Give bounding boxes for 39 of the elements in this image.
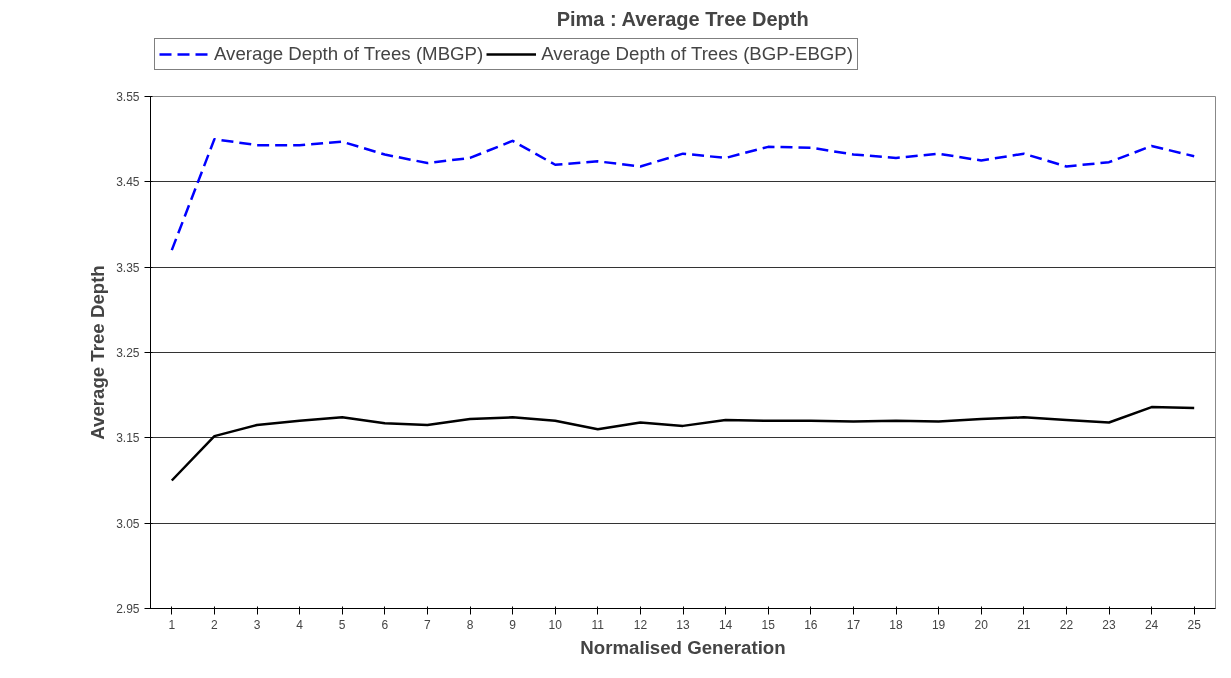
x-tick-label: 2	[211, 617, 219, 632]
x-tick-label: 4	[296, 617, 304, 632]
line-series	[170, 405, 1196, 482]
x-tick-label: 9	[509, 617, 517, 632]
x-tick-label: 20	[974, 617, 989, 632]
x-tick-label: 17	[846, 617, 861, 632]
x-tick-label: 19	[931, 617, 946, 632]
x-tick-label: 3	[253, 617, 261, 632]
x-tick-label: 14	[718, 617, 733, 632]
x-tick-label: 11	[591, 617, 605, 632]
line-series	[170, 137, 1196, 252]
y-axis-title: Average Tree Depth	[87, 265, 109, 440]
x-tick-label: 1	[168, 617, 176, 632]
y-tick-label: 3.05	[116, 516, 140, 531]
x-tick-label: 21	[1017, 617, 1031, 632]
y-tick-label: 3.25	[116, 346, 140, 360]
chart-title: Pima : Average Tree Depth	[556, 7, 809, 30]
x-tick-label: 7	[424, 617, 432, 632]
x-axis-title: Normalised Generation	[580, 636, 786, 658]
x-tick-label: 23	[1102, 617, 1116, 632]
y-tick-label: 3.55	[116, 90, 140, 104]
legend-label: Average Depth of Trees (BGP-EBGP)	[541, 43, 854, 65]
x-tick-label: 16	[804, 617, 818, 632]
x-tick-label: 5	[338, 617, 346, 632]
legend-label: Average Depth of Trees (MBGP)	[214, 43, 484, 65]
y-tick-label: 3.45	[116, 175, 140, 190]
y-tick-label: 3.15	[116, 431, 140, 446]
x-tick-label: 13	[676, 617, 690, 632]
x-tick-label: 8	[466, 617, 474, 632]
x-tick-label: 24	[1144, 617, 1159, 632]
y-tick-label: 2.95	[116, 602, 140, 616]
x-tick-label: 22	[1059, 617, 1074, 632]
x-tick-label: 10	[548, 617, 563, 632]
x-tick-label: 18	[889, 617, 903, 632]
x-tick-label: 6	[381, 617, 389, 632]
x-tick-label: 15	[761, 617, 776, 632]
y-tick-label: 3.35	[116, 260, 140, 275]
x-tick-label: 12	[633, 617, 648, 632]
x-tick-label: 25	[1187, 617, 1202, 632]
